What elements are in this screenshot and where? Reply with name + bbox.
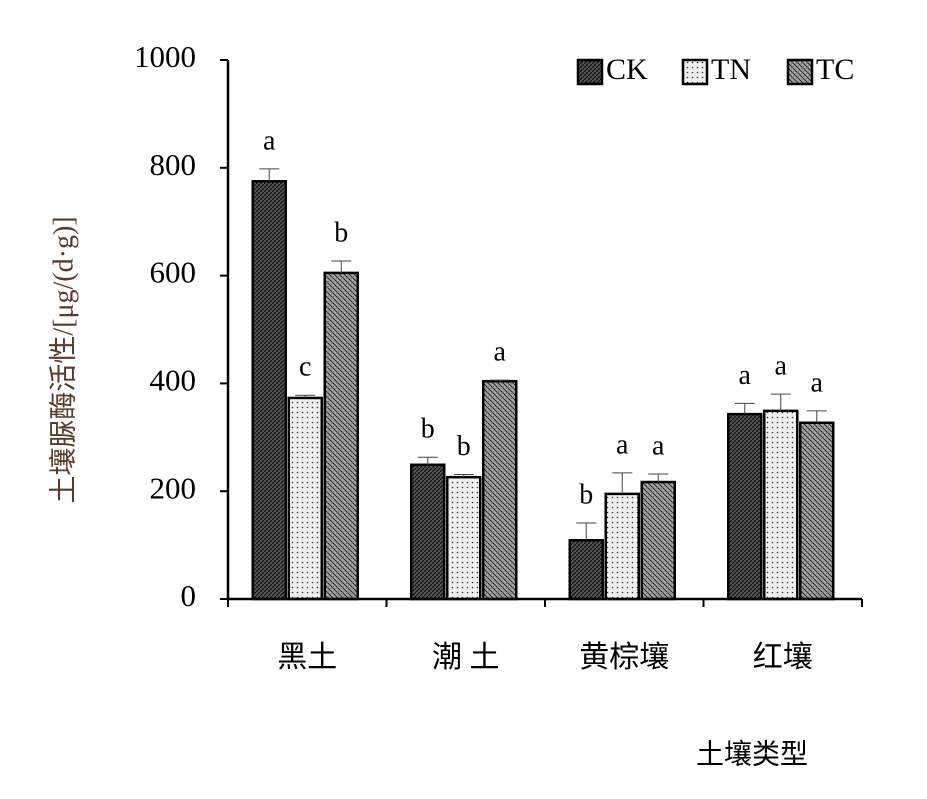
significance-label: a — [263, 125, 276, 156]
y-axis-label: 土壤脲酶活性/[μg/(d·g)] — [47, 216, 79, 503]
significance-label: a — [739, 360, 752, 391]
x-tick-label: 黄棕壤 — [579, 641, 669, 674]
legend-swatch — [576, 58, 604, 86]
bar-pattern — [482, 379, 518, 601]
significance-label: a — [616, 429, 629, 460]
bar-pattern — [763, 409, 799, 601]
legend-swatch — [786, 58, 814, 86]
y-tick-label: 0 — [181, 578, 197, 613]
bar-pattern — [799, 421, 835, 601]
y-tick-label: 1000 — [134, 39, 196, 74]
significance-label: a — [775, 351, 788, 382]
y-tick-label: 400 — [150, 363, 197, 398]
x-axis-label: 土壤类型 — [696, 738, 808, 770]
bar-pattern — [727, 412, 763, 601]
x-tick-label: 潮 土 — [432, 641, 500, 674]
significance-label: c — [299, 352, 311, 383]
bar-pattern — [251, 180, 287, 601]
y-tick-label: 800 — [150, 147, 197, 182]
y-tick-label: 600 — [150, 255, 197, 290]
bar-pattern — [287, 396, 323, 601]
significance-label: a — [652, 430, 665, 461]
significance-label: b — [579, 479, 593, 510]
bar-pattern — [323, 271, 359, 601]
legend-label: CK — [606, 53, 648, 86]
significance-label: a — [811, 367, 824, 398]
legend-swatch — [681, 58, 709, 86]
legend-label: TN — [711, 53, 751, 86]
legend-label: TC — [816, 53, 854, 86]
significance-label: a — [494, 337, 507, 368]
bar-pattern — [640, 480, 676, 601]
y-tick-label: 200 — [150, 470, 197, 505]
x-tick-label: 黑土 — [277, 641, 337, 674]
bar-pattern — [568, 538, 604, 601]
significance-label: b — [457, 431, 471, 462]
bar-pattern — [410, 463, 446, 601]
bar-pattern — [446, 475, 482, 601]
x-tick-label: 红壤 — [753, 641, 813, 674]
significance-label: b — [421, 414, 435, 445]
bar-pattern — [604, 492, 640, 601]
significance-label: b — [334, 217, 348, 248]
